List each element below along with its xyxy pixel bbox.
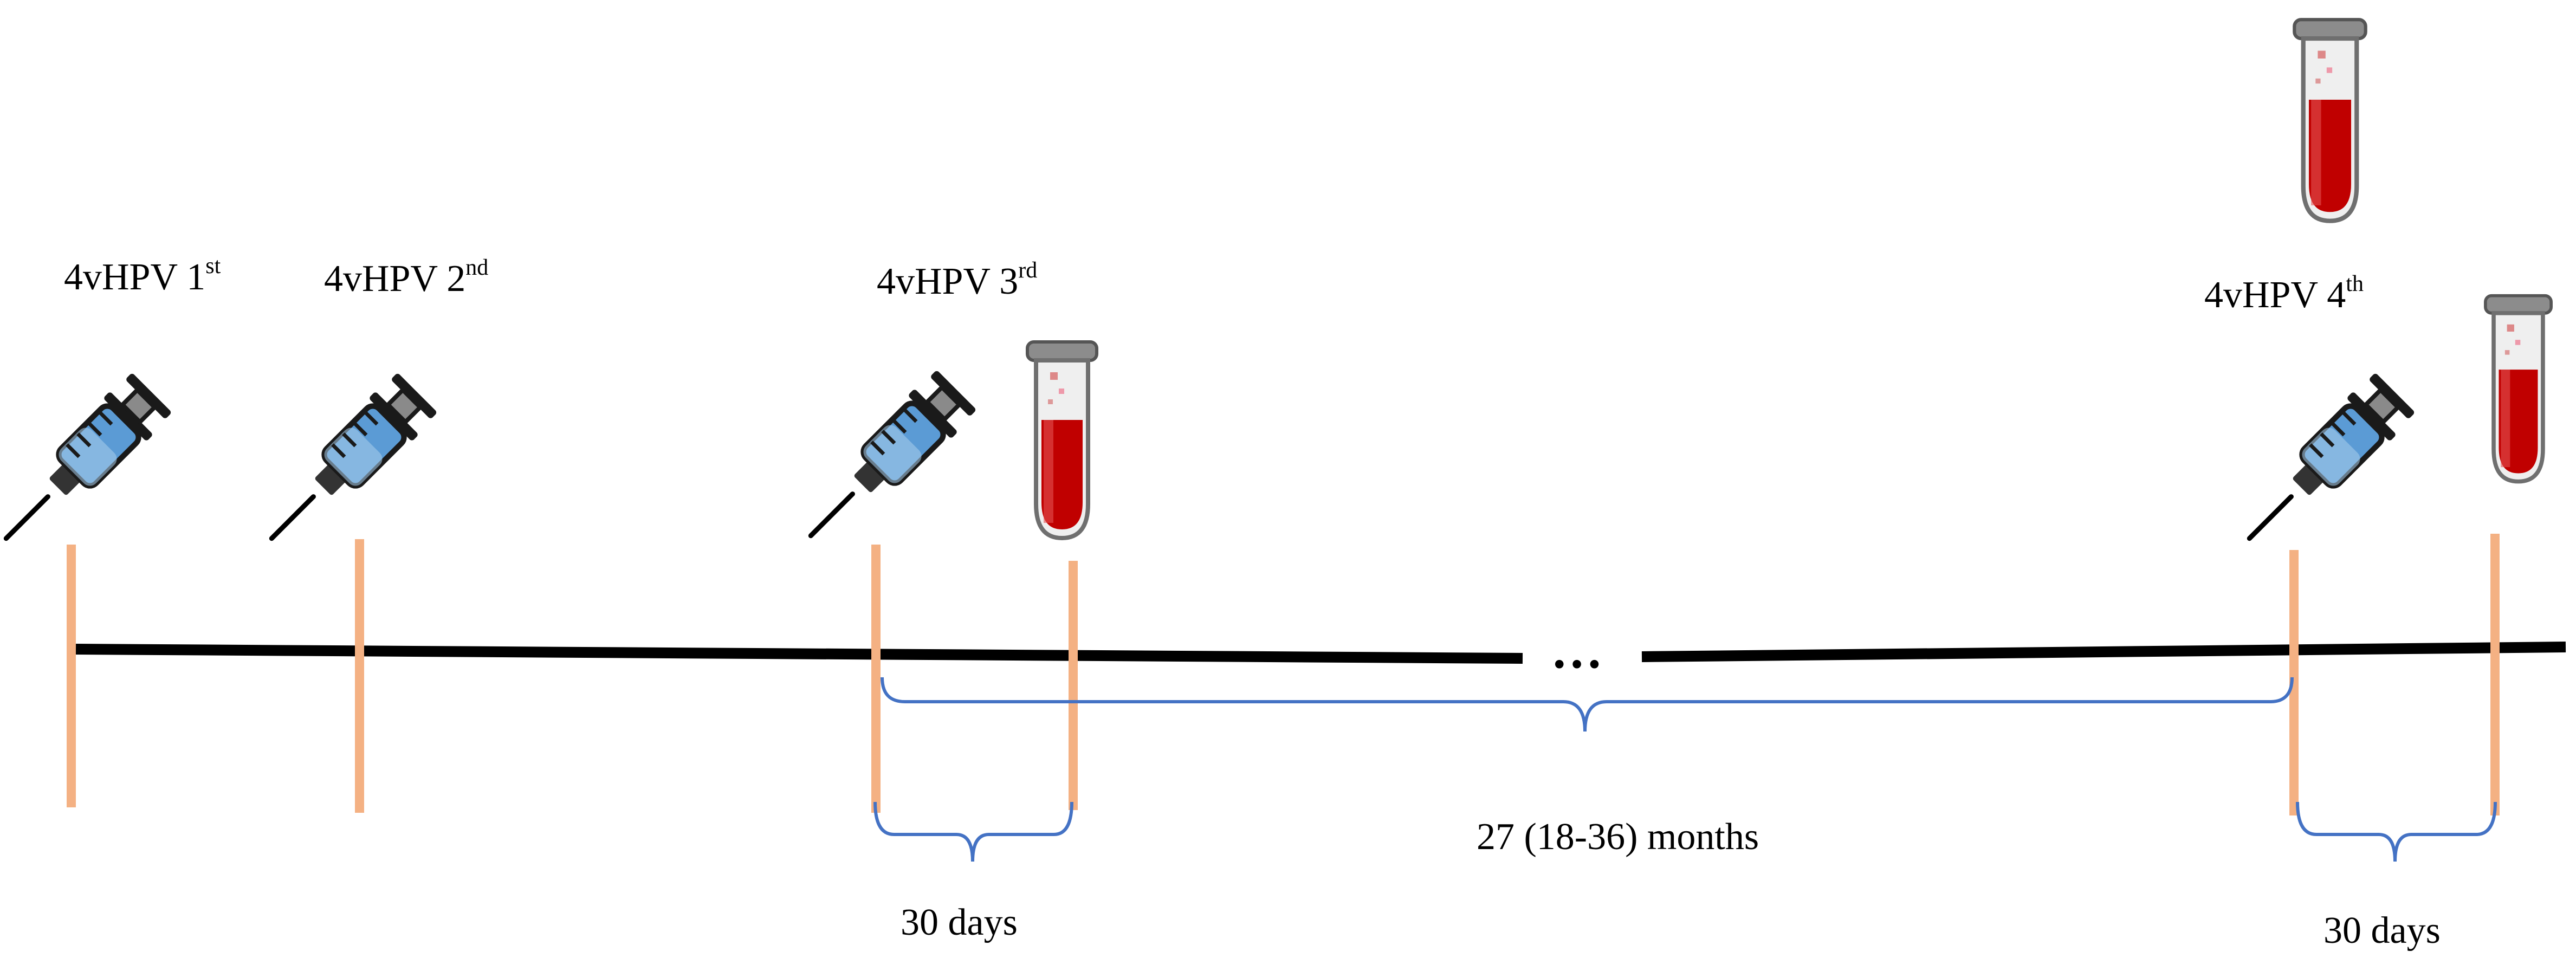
dose-1-ordinal: 1 xyxy=(186,256,206,298)
brace-27-months xyxy=(881,677,2294,732)
interval-30-days-label-1: 30 days xyxy=(901,902,1018,943)
dose-3-label: 4vHPV 3rd xyxy=(877,259,1037,302)
dose-3-vaccine: 4vHPV xyxy=(877,261,990,302)
dose-3-suffix: rd xyxy=(1018,258,1038,283)
dose-1-vaccine: 4vHPV xyxy=(64,256,177,298)
dose-4-marker xyxy=(2289,550,2299,815)
brace-30-days-after-dose-3 xyxy=(873,801,1073,862)
dose-2-vaccine: 4vHPV xyxy=(324,258,437,300)
syringe-icon xyxy=(6,371,173,538)
dose-2-marker xyxy=(355,539,364,813)
dose-4-vaccine: 4vHPV xyxy=(2204,274,2318,316)
blood-tube-icon xyxy=(2294,20,2365,221)
dose-3-marker xyxy=(871,545,881,813)
syringe-icon xyxy=(811,368,978,535)
dose-2-ordinal: 2 xyxy=(446,258,466,300)
brace-30-days-after-dose-4 xyxy=(2296,801,2497,862)
dose-4-ordinal: 4 xyxy=(2327,274,2346,316)
interval-30-days-label-2: 30 days xyxy=(2323,910,2441,951)
blood-draw-1-marker xyxy=(1069,561,1078,810)
interval-27-months-label: 27 (18-36) months xyxy=(1477,816,1759,858)
dose-1-marker xyxy=(67,545,76,807)
dose-2-label: 4vHPV 2nd xyxy=(324,256,488,300)
dose-3-ordinal: 3 xyxy=(999,261,1019,302)
timeline-right-segment xyxy=(1641,642,2566,662)
dose-4-suffix: th xyxy=(2346,271,2364,296)
syringe-icon xyxy=(2249,371,2417,538)
dose-1-label: 4vHPV 1st xyxy=(64,255,221,298)
dose-4-label: 4vHPV 4th xyxy=(2204,273,2364,316)
timeline-ellipsis: … xyxy=(1551,621,1603,679)
blood-tube-icon xyxy=(1027,342,1097,538)
timeline-left-segment xyxy=(75,644,1523,664)
dose-1-suffix: st xyxy=(205,254,221,279)
blood-draw-2-marker xyxy=(2490,534,2500,815)
blood-tube-icon xyxy=(2486,296,2551,482)
syringe-icon xyxy=(271,371,439,538)
dose-2-suffix: nd xyxy=(465,255,489,280)
